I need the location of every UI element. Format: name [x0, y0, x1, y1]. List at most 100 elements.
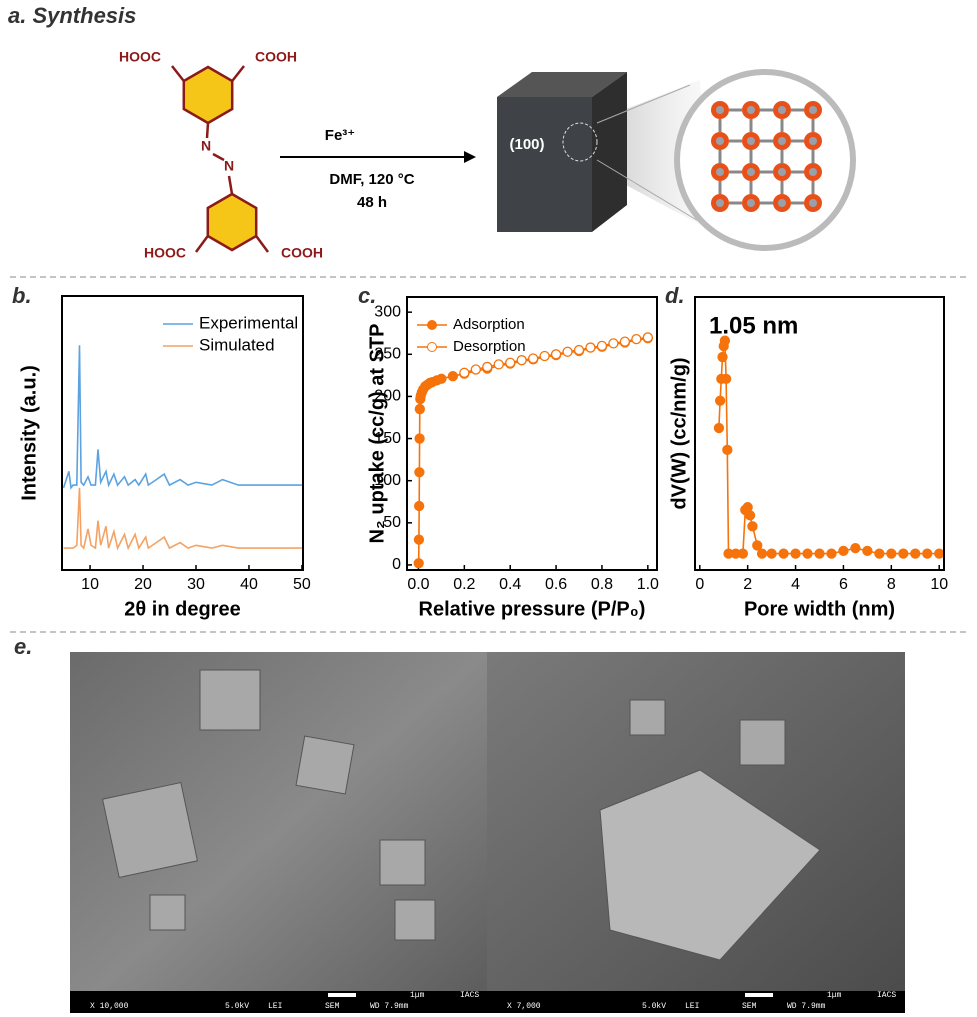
legend-label: Desorption: [453, 338, 526, 355]
info-text: 1μm: [827, 991, 842, 1000]
y-tick-label: 250: [374, 346, 401, 363]
annotation: 1.05 nm: [709, 312, 798, 339]
y-axis-label: Intensity (a.u.): [18, 365, 40, 501]
data-point: [414, 500, 425, 512]
data-point: [596, 340, 608, 352]
data-point: [826, 548, 837, 559]
series-line: [62, 345, 302, 490]
y-tick-label: 0: [392, 556, 401, 573]
x-tick-label: 0.6: [545, 576, 567, 593]
x-tick-label: 0.4: [499, 576, 521, 593]
info-text: WD 7.9mm: [787, 1002, 826, 1011]
x-tick-label: 0: [695, 576, 704, 593]
lattice: [711, 101, 822, 212]
cluster-core: [778, 168, 786, 176]
legend-label: Experimental: [199, 313, 298, 332]
plot-frame: [406, 296, 658, 571]
x-tick-label: 0.0: [407, 576, 429, 593]
arrow-head: [464, 151, 476, 163]
y-axis-label: dV(W) (cc/nm/g): [668, 357, 690, 509]
y-tick-label: 150: [374, 430, 401, 447]
legend-marker: [427, 342, 437, 352]
data-point: [766, 548, 777, 559]
cluster-core: [716, 106, 724, 114]
zoom-circle: [674, 69, 856, 251]
data-point: [714, 395, 726, 406]
data-point: [527, 353, 539, 364]
data-point: [642, 332, 653, 343]
cluster-core: [778, 199, 786, 207]
data-point: [898, 548, 909, 559]
data-point: [550, 349, 562, 360]
data-point: [778, 548, 789, 559]
info-text: LEI: [685, 1002, 699, 1011]
x-tick-label: 0.8: [591, 576, 613, 593]
data-point: [752, 540, 763, 551]
plot-frame: [61, 295, 304, 571]
data-point: [414, 467, 425, 478]
x-tick-label: 30: [187, 576, 205, 593]
data-point: [756, 548, 768, 559]
x-tick-label: 10: [81, 576, 99, 593]
cluster-core: [747, 137, 755, 145]
data-point: [619, 336, 631, 347]
data-point: [747, 521, 758, 532]
time: 48 h: [357, 194, 387, 211]
data-point: [436, 373, 447, 384]
data-point: [516, 355, 527, 366]
cluster-core: [809, 168, 817, 176]
data-point: [838, 545, 849, 557]
molecule: [171, 65, 270, 253]
x-tick-label: 8: [887, 576, 896, 593]
y-tick-label: 100: [374, 472, 401, 489]
panel-a: a. Synthesis HOOC COOH N N HOOC COOH Fe³…: [8, 3, 856, 261]
data-point: [814, 548, 825, 559]
conditions: DMF, 120 °C: [329, 171, 414, 188]
atom-label: N: [224, 158, 234, 174]
cluster-core: [778, 106, 786, 114]
data-point: [910, 548, 921, 559]
group-label: COOH: [255, 49, 297, 65]
plot-frame: [694, 296, 945, 571]
scale-bar: [745, 993, 773, 997]
data-point: [505, 357, 516, 368]
data-point: [413, 558, 424, 569]
x-tick-label: 40: [240, 576, 258, 593]
info-text: LEI: [268, 1002, 282, 1011]
data-point: [608, 338, 619, 349]
atom-label: N: [201, 138, 211, 154]
panel-label: c.: [358, 283, 376, 308]
y-axis-label: N₂ uptake (cc/g) at STP: [366, 323, 388, 543]
data-point: [585, 342, 596, 353]
y-tick-label: 200: [374, 388, 401, 405]
plot-area: [713, 335, 945, 559]
panel-label: d.: [665, 283, 685, 308]
info-text: 1μm: [410, 991, 425, 1000]
data-point: [470, 364, 481, 375]
info-text: X 10,000: [90, 1002, 129, 1011]
data-point: [719, 335, 731, 346]
cluster-core: [716, 168, 724, 176]
legend-marker: [427, 320, 437, 330]
data-point: [414, 433, 425, 444]
info-bar: [487, 991, 905, 1013]
data-point: [539, 350, 550, 362]
plot-area: [62, 345, 302, 551]
panel-label: a. Synthesis: [8, 3, 136, 28]
x-tick-label: 1.0: [637, 576, 659, 593]
data-point: [493, 359, 504, 370]
data-point: [459, 367, 470, 378]
data-point: [717, 351, 728, 363]
data-point: [744, 510, 756, 521]
info-text: 5.0kV: [225, 1002, 249, 1011]
data-point: [414, 403, 425, 415]
info-text: X 7,000: [507, 1002, 541, 1011]
data-point: [934, 548, 945, 559]
legend-label: Adsorption: [453, 316, 525, 333]
facet-label: (100): [509, 136, 544, 153]
data-point: [802, 548, 813, 559]
